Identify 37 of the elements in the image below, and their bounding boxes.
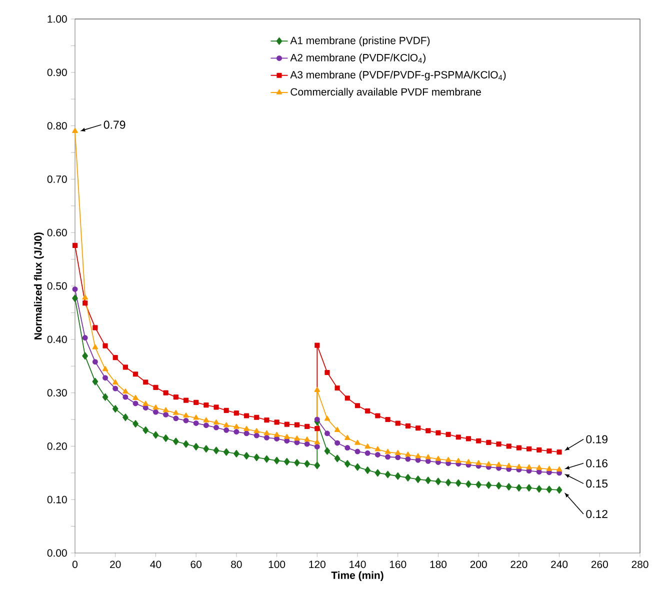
x-tick-label: 220 — [510, 560, 528, 568]
x-tick-label: 120 — [309, 560, 326, 568]
x-tick-label: 160 — [390, 560, 406, 568]
x-tick-label: 260 — [591, 560, 608, 568]
y-tick-label: 0.70 — [47, 176, 67, 183]
y-tick-label: 0.20 — [47, 442, 67, 450]
annotation: 0.12 — [586, 510, 608, 518]
y-tick-label: 0.00 — [47, 549, 67, 557]
x-tick-label: 140 — [350, 560, 366, 568]
x-tick-label: 200 — [470, 560, 487, 568]
legend-label: A3 membrane (PVDF/PVDF-g-PSPMA/KClO$_{4}$) — [290, 70, 506, 81]
y-tick-label: 0.60 — [47, 228, 67, 236]
x-tick-label: 20 — [110, 560, 121, 568]
y-tick-label: 0.80 — [47, 122, 67, 130]
legend-label: A2 membrane (PVDF/KClO$_{4}$) — [290, 54, 426, 64]
x-tick-label: 60 — [190, 560, 202, 568]
y-tick-label: 0.10 — [47, 496, 67, 504]
x-tick-label: 0 — [72, 560, 78, 568]
x-tick-label: 240 — [551, 560, 568, 568]
legend-label: Commercially available PVDF membrane — [290, 88, 481, 98]
y-tick-label: 0.40 — [47, 336, 67, 344]
annotation: 0.16 — [586, 459, 608, 468]
y-tick-label: 0.50 — [47, 282, 67, 290]
annotation: 0.79 — [104, 120, 126, 129]
y-tick-label: 1.00 — [48, 15, 67, 23]
y-tick-label: 0.30 — [47, 389, 67, 397]
x-tick-label: 180 — [430, 560, 447, 568]
y-axis-title: Normalized flux (J/J0) — [34, 232, 44, 340]
x-tick-label: 80 — [231, 560, 242, 568]
x-tick-label: 280 — [632, 560, 648, 568]
x-tick-label: 100 — [268, 560, 286, 568]
y-tick-label: 0.90 — [47, 68, 67, 76]
annotation: 0.15 — [586, 480, 608, 488]
legend-label: A1 membrane (pristine PVDF) — [290, 36, 430, 46]
x-axis-title: Time (min) — [331, 571, 384, 582]
annotation: 0.19 — [586, 435, 608, 444]
x-tick-label: 40 — [150, 560, 162, 568]
